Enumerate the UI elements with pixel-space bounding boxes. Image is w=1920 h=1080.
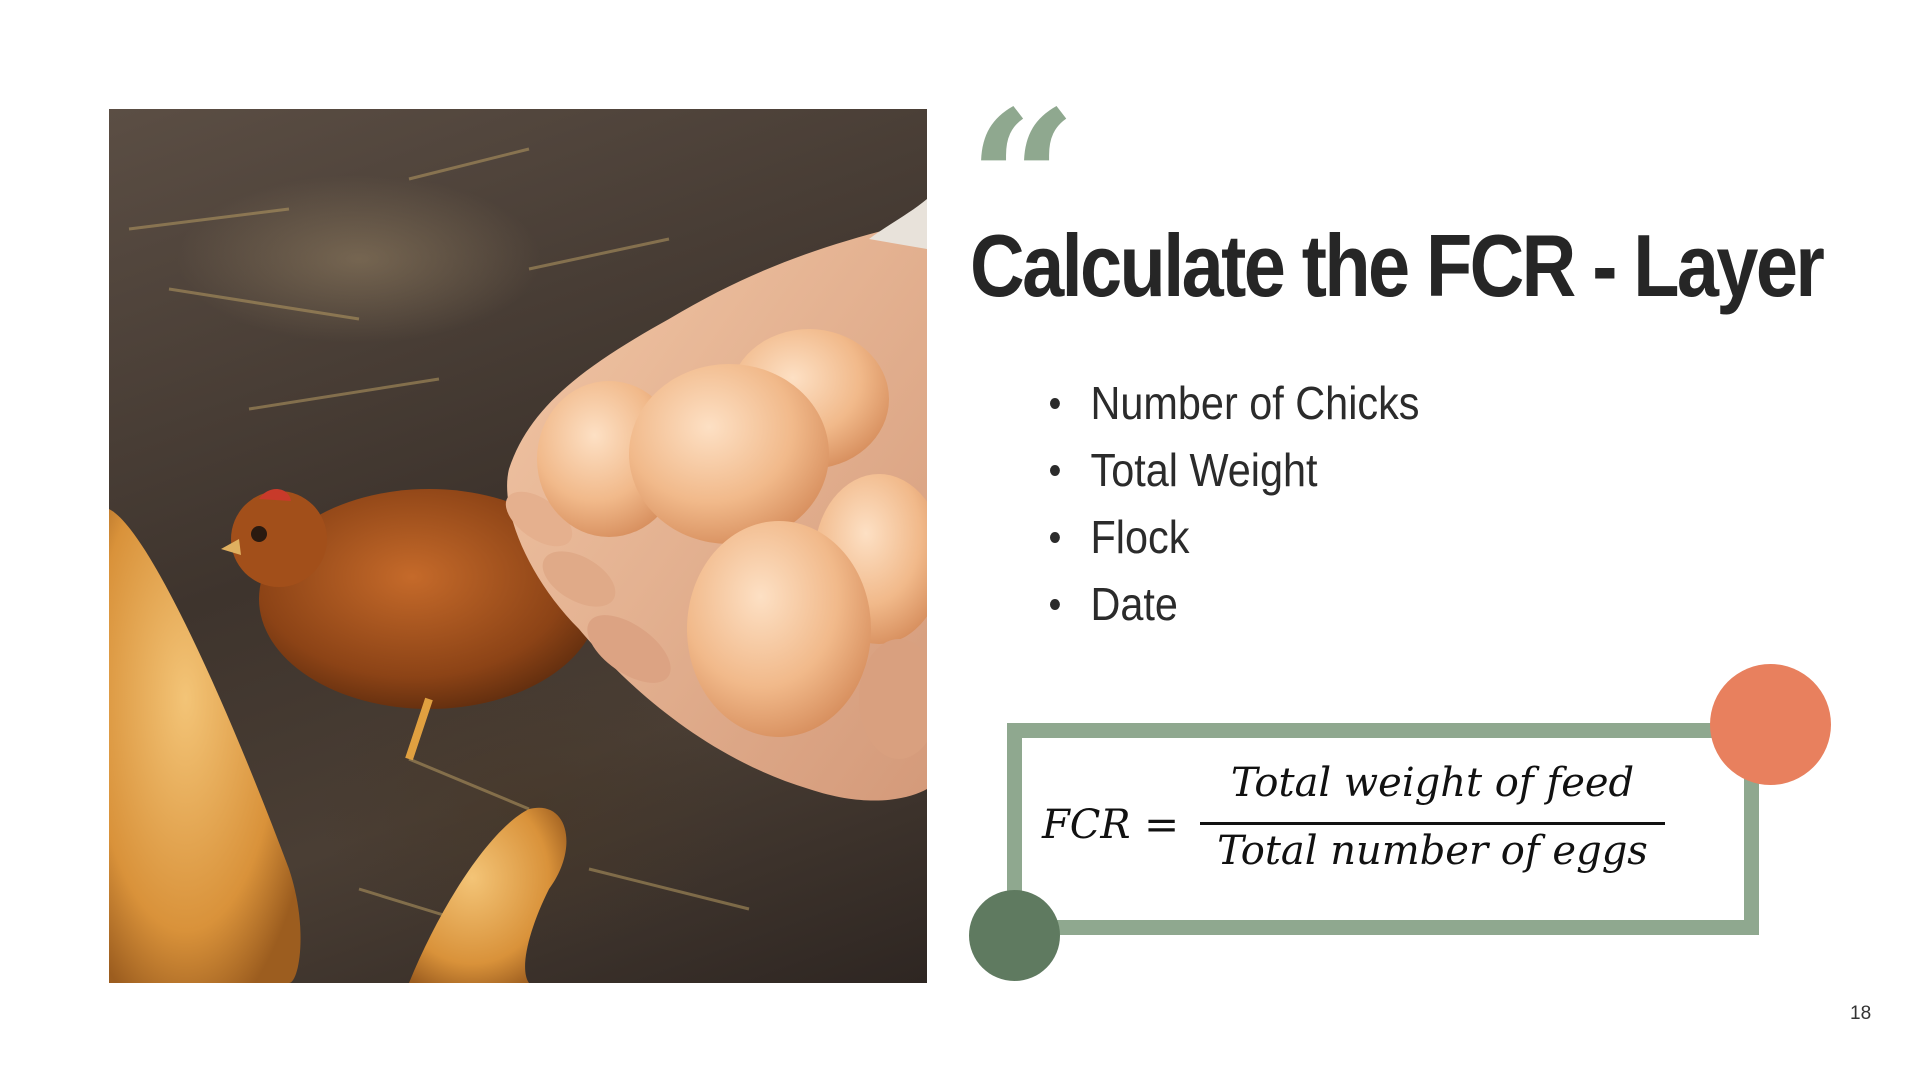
page-number: 18: [1850, 1003, 1872, 1024]
bullet-item: Number of Chicks: [1050, 372, 1420, 439]
quote-mark-icon: “: [968, 69, 1078, 292]
formula-denominator: Total number of eggs: [1217, 828, 1648, 874]
bullet-dot-icon: [1050, 398, 1060, 409]
green-circle-decoration: [969, 890, 1060, 981]
bullet-item: Flock: [1050, 506, 1420, 573]
bullet-text: Date: [1090, 578, 1178, 630]
slide-title: Calculate the FCR - Layer: [970, 216, 1825, 315]
orange-circle-decoration: [1710, 664, 1831, 785]
formula-frame: [1007, 723, 1759, 935]
fraction-bar: [1200, 822, 1665, 825]
bullet-text: Total Weight: [1090, 444, 1318, 496]
formula-equals: =: [1144, 800, 1180, 849]
eggs-photo: [109, 109, 927, 983]
bullet-text: Number of Chicks: [1090, 377, 1420, 429]
bullet-dot-icon: [1050, 465, 1060, 476]
eggs-photo-illustration: [109, 147, 927, 983]
bullet-dot-icon: [1050, 532, 1060, 543]
bullet-list: Number of Chicks Total Weight Flock Date: [1050, 372, 1461, 640]
bullet-text: Flock: [1090, 511, 1190, 563]
bullet-item: Total Weight: [1050, 439, 1420, 506]
formula-numerator: Total weight of feed: [1230, 760, 1635, 806]
formula-lhs: FCR: [1042, 802, 1131, 848]
bullet-item: Date: [1050, 573, 1420, 640]
fcr-formula: FCR = Total weight of feed Total number …: [1040, 760, 1680, 890]
bullet-dot-icon: [1050, 599, 1060, 610]
